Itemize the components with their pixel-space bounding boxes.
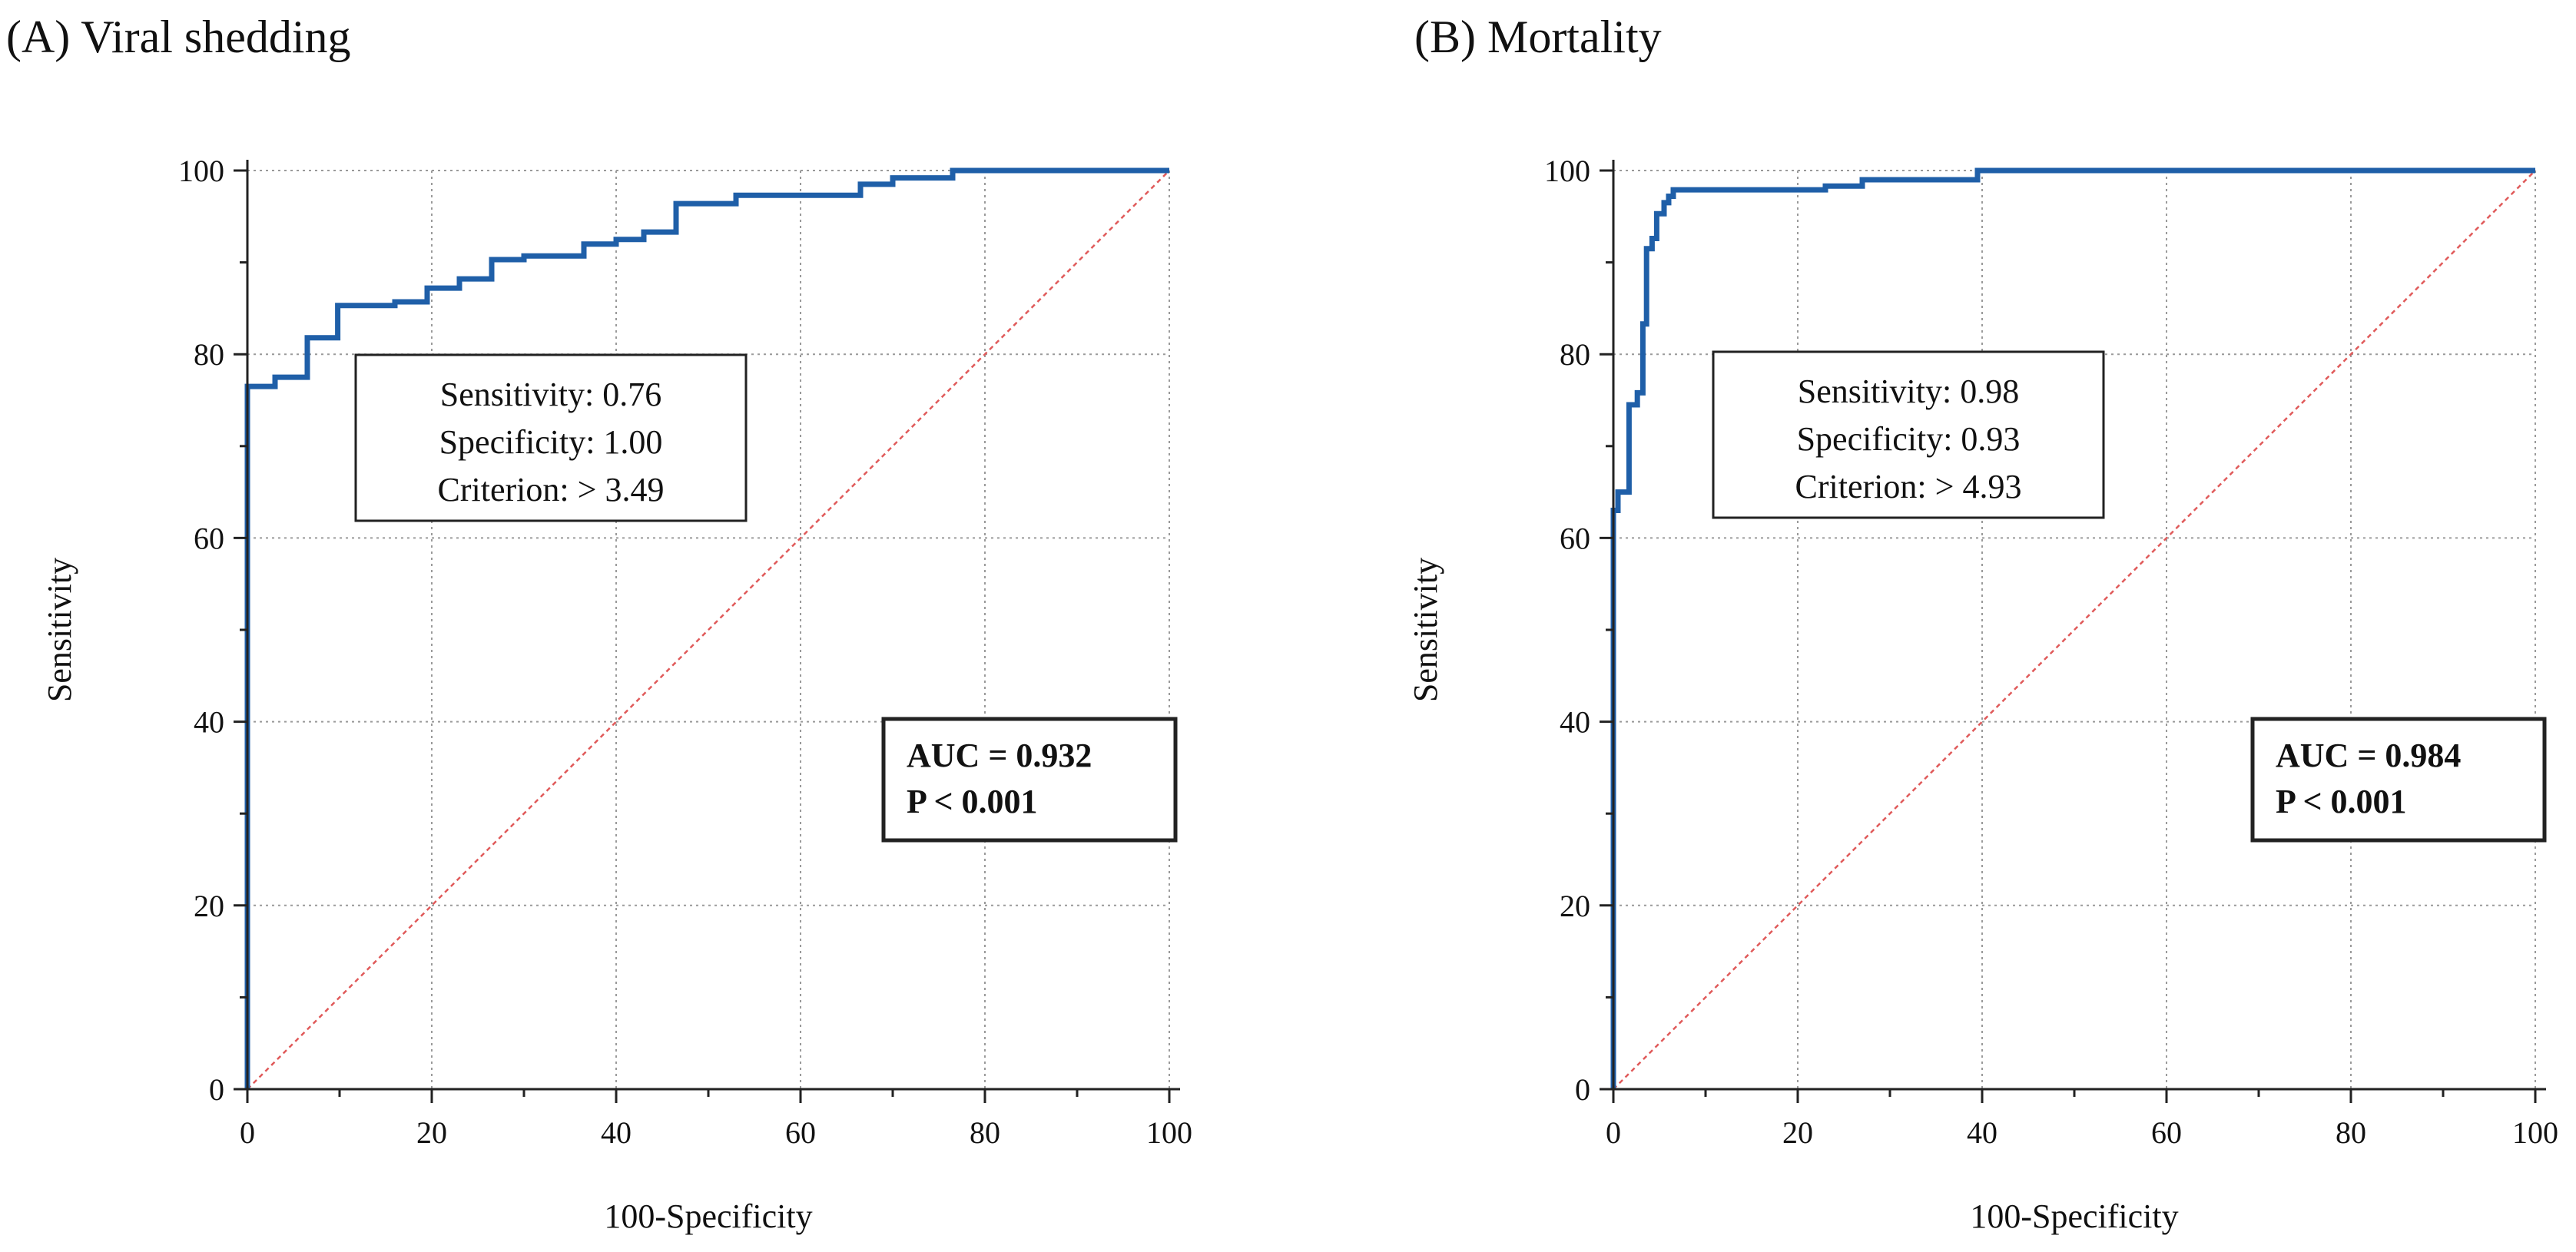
x-tick-label: 100 <box>2512 1115 2558 1150</box>
y-tick-label: 60 <box>1560 521 1590 555</box>
specificity-text: Specificity: 0.93 <box>1797 420 2021 458</box>
chart-title: (A) Viral shedding <box>6 12 351 62</box>
y-tick-label: 20 <box>194 889 224 923</box>
x-tick-label: 0 <box>1606 1115 1621 1150</box>
y-tick-label: 40 <box>194 705 224 740</box>
criterion-box: Sensitivity: 0.98 Specificity: 0.93 Crit… <box>1712 350 2105 519</box>
y-axis-label: Sensitivity <box>1407 558 1444 702</box>
p-value-text: P < 0.001 <box>907 783 1038 820</box>
y-tick-label: 0 <box>209 1072 224 1107</box>
auc-box: AUC = 0.984 P < 0.001 <box>2250 717 2547 843</box>
auc-box: AUC = 0.932 P < 0.001 <box>881 717 1178 843</box>
x-axis-label: 100-Specificity <box>604 1197 812 1235</box>
sensitivity-text: Sensitivity: 0.98 <box>1798 373 2019 410</box>
y-tick-label: 80 <box>1560 337 1590 372</box>
reference-line <box>1613 170 2536 1090</box>
x-tick-label: 0 <box>240 1115 255 1150</box>
x-tick-label: 100 <box>1146 1115 1192 1150</box>
y-axis-label: Sensitivity <box>41 558 78 702</box>
reference-line <box>247 170 1170 1090</box>
y-tick-label: 100 <box>178 154 224 188</box>
specificity-text: Specificity: 1.00 <box>439 423 663 461</box>
chart-title: (B) Mortality <box>1414 12 1662 62</box>
x-tick-label: 60 <box>785 1115 816 1150</box>
y-tick-label: 60 <box>194 521 224 555</box>
auc-text: AUC = 0.984 <box>2276 737 2461 774</box>
x-axis-label: 100-Specificity <box>1970 1197 2178 1235</box>
x-tick-label: 20 <box>416 1115 447 1150</box>
x-tick-label: 80 <box>2336 1115 2366 1150</box>
y-tick-label: 40 <box>1560 705 1590 740</box>
roc-curve <box>244 167 1169 1089</box>
p-value-text: P < 0.001 <box>2276 783 2407 820</box>
auc-text: AUC = 0.932 <box>907 737 1092 774</box>
criterion-text: Criterion: > 3.49 <box>438 471 665 508</box>
panel-mortality: (B) Mortality 0 20 40 60 80 100 0 20 40 60 80 100 1… <box>1288 0 2576 1252</box>
roc-curve <box>1610 167 2535 1089</box>
criterion-box: Sensitivity: 0.76 Specificity: 1.00 Crit… <box>354 353 748 522</box>
x-tick-label: 60 <box>2151 1115 2182 1150</box>
y-tick-label: 20 <box>1560 889 1590 923</box>
x-tick-label: 40 <box>1967 1115 1997 1150</box>
y-tick-label: 0 <box>1575 1072 1590 1107</box>
x-tick-label: 80 <box>970 1115 1000 1150</box>
panel-viral-shedding: (A) Viral shedding 0 20 40 60 80 100 0 20 40 60 80… <box>6 12 1192 1235</box>
y-tick-label: 100 <box>1544 154 1590 188</box>
chart-mortality: (B) Mortality 0 20 40 60 80 100 0 20 40 60 80 100 1… <box>1407 12 2558 1235</box>
sensitivity-text: Sensitivity: 0.76 <box>440 376 661 413</box>
x-tick-label: 40 <box>601 1115 632 1150</box>
criterion-text: Criterion: > 4.93 <box>1795 468 2022 505</box>
x-tick-label: 20 <box>1782 1115 1813 1150</box>
chart-viral-shedding: (A) Viral shedding 0 20 40 60 80 100 0 20 40 60 80… <box>6 12 1192 1235</box>
y-tick-label: 80 <box>194 337 224 372</box>
